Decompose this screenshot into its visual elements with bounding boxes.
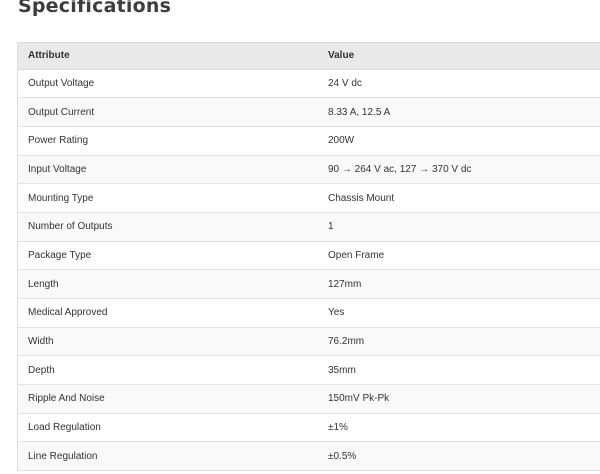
attribute-cell: Output Voltage: [18, 69, 310, 99]
specifications-table-container: Attribute Value Output Voltage 24 V dc Out…: [17, 42, 600, 472]
value-cell: ±1%: [310, 413, 600, 443]
value-cell: Open Frame: [310, 241, 600, 271]
table-row: Depth 35mm: [18, 355, 600, 386]
value-cell: 35mm: [310, 355, 600, 386]
attribute-cell: Input Voltage: [18, 155, 310, 185]
attribute-cell: Number of Outputs: [18, 212, 310, 242]
specifications-table: Attribute Value Output Voltage 24 V dc Out…: [18, 43, 600, 472]
header-value: Value: [310, 43, 600, 70]
table-row: Output Current 8.33 A, 12.5 A: [18, 97, 600, 127]
table-row: Package Type Open Frame: [18, 241, 600, 271]
value-cell: 1: [310, 212, 600, 242]
value-cell: Chassis Mount: [310, 183, 600, 213]
attribute-cell: Depth: [18, 355, 310, 386]
value-cell: 8.33 A, 12.5 A: [310, 97, 600, 127]
table-row: Number of Outputs 1: [18, 212, 600, 242]
table-row: Mounting Type Chassis Mount: [18, 183, 600, 213]
attribute-cell: Power Rating: [18, 126, 310, 156]
value-cell: 24 V dc: [310, 69, 600, 99]
table-row: Ripple And Noise 150mV Pk-Pk: [18, 384, 600, 414]
attribute-cell: Medical Approved: [18, 298, 310, 328]
attribute-cell: Line Regulation: [18, 441, 310, 472]
value-cell: 90 → 264 V ac, 127 → 370 V dc: [310, 155, 600, 185]
attribute-cell: Package Type: [18, 241, 310, 271]
attribute-cell: Length: [18, 269, 310, 299]
table-row: Width 76.2mm: [18, 327, 600, 357]
table-row: Medical Approved Yes: [18, 298, 600, 328]
attribute-cell: Mounting Type: [18, 183, 310, 213]
value-cell: 76.2mm: [310, 327, 600, 357]
value-cell: 200W: [310, 126, 600, 156]
value-cell: ±0.5%: [310, 441, 600, 472]
table-row: Power Rating 200W: [18, 126, 600, 156]
header-attribute: Attribute: [18, 43, 310, 70]
attribute-cell: Width: [18, 327, 310, 357]
table-row: Load Regulation ±1%: [18, 413, 600, 443]
value-cell: 127mm: [310, 269, 600, 299]
table-row: Length 127mm: [18, 269, 600, 299]
table-header-row: Attribute Value: [18, 43, 600, 70]
table-row: Line Regulation ±0.5%: [18, 441, 600, 472]
value-cell: Yes: [310, 298, 600, 328]
attribute-cell: Output Current: [18, 97, 310, 127]
value-cell: 150mV Pk-Pk: [310, 384, 600, 414]
table-row: Output Voltage 24 V dc: [18, 69, 600, 99]
table-row: Input Voltage 90 → 264 V ac, 127 → 370 V …: [18, 155, 600, 185]
attribute-cell: Ripple And Noise: [18, 384, 310, 414]
attribute-cell: Load Regulation: [18, 413, 310, 443]
page-title: Specifications: [18, 0, 172, 17]
